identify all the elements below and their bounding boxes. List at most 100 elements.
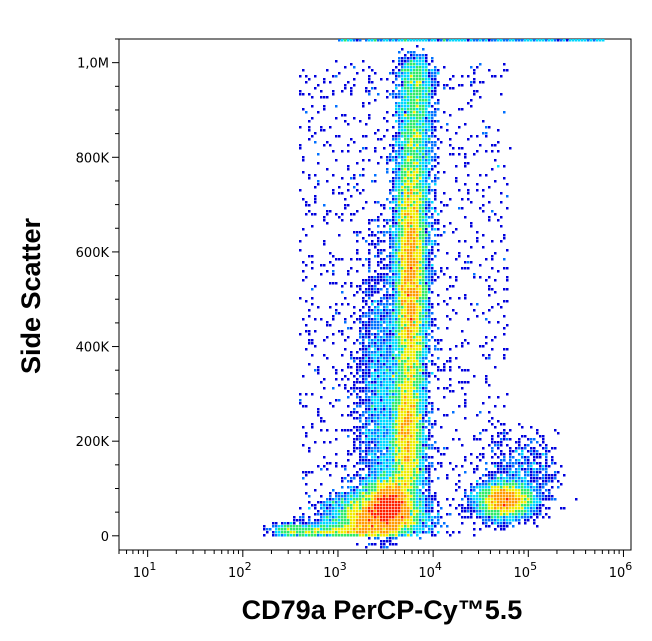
- density-dot: [389, 264, 392, 267]
- density-dot: [353, 513, 356, 516]
- density-dot: [404, 252, 407, 255]
- density-dot: [533, 480, 536, 483]
- density-dot: [425, 234, 428, 237]
- density-dot: [383, 519, 386, 522]
- density-dot: [401, 462, 404, 465]
- density-dot: [317, 111, 320, 114]
- density-dot: [446, 204, 449, 207]
- density-dot: [428, 123, 431, 126]
- density-dot: [464, 405, 467, 408]
- density-dot: [338, 504, 341, 507]
- density-dot: [425, 390, 428, 393]
- density-dot: [362, 510, 365, 513]
- density-dot: [422, 402, 425, 405]
- density-dot: [530, 516, 533, 519]
- density-dot: [563, 39, 566, 42]
- density-dot: [395, 216, 398, 219]
- density-dot: [401, 216, 404, 219]
- density-dot: [482, 489, 485, 492]
- density-dot: [401, 225, 404, 228]
- density-dot: [368, 381, 371, 384]
- density-dot: [389, 411, 392, 414]
- density-dot: [428, 93, 431, 96]
- density-dot: [350, 414, 353, 417]
- density-dot: [419, 237, 422, 240]
- density-dot: [527, 486, 530, 489]
- density-dot: [398, 117, 401, 120]
- density-dot: [386, 459, 389, 462]
- density-dot: [527, 462, 530, 465]
- density-dot: [377, 411, 380, 414]
- density-dot: [410, 525, 413, 528]
- density-dot: [566, 39, 569, 42]
- density-dot: [500, 477, 503, 480]
- density-dot: [521, 462, 524, 465]
- density-dot: [359, 429, 362, 432]
- density-dot: [395, 474, 398, 477]
- density-dot: [434, 108, 437, 111]
- density-dot: [368, 417, 371, 420]
- density-dot: [506, 183, 509, 186]
- density-dot: [428, 273, 431, 276]
- density-dot: [500, 468, 503, 471]
- density-dot: [410, 477, 413, 480]
- density-dot: [383, 258, 386, 261]
- density-dot: [353, 174, 356, 177]
- density-dot: [413, 300, 416, 303]
- density-dot: [380, 276, 383, 279]
- density-dot: [419, 519, 422, 522]
- density-dot: [401, 504, 404, 507]
- density-dot: [389, 489, 392, 492]
- density-dot: [401, 231, 404, 234]
- density-dot: [401, 264, 404, 267]
- density-dot: [368, 261, 371, 264]
- density-dot: [503, 438, 506, 441]
- density-dot: [419, 138, 422, 141]
- density-dot: [362, 375, 365, 378]
- density-dot: [446, 513, 449, 516]
- density-dot: [425, 177, 428, 180]
- density-dot: [368, 459, 371, 462]
- density-dot: [422, 81, 425, 84]
- density-dot: [419, 405, 422, 408]
- density-dot: [359, 360, 362, 363]
- density-dot: [302, 534, 305, 537]
- density-dot: [368, 429, 371, 432]
- density-dot: [386, 507, 389, 510]
- density-dot: [395, 252, 398, 255]
- density-dot: [416, 498, 419, 501]
- density-dot: [419, 63, 422, 66]
- density-dot: [488, 216, 491, 219]
- density-dot: [476, 414, 479, 417]
- density-dot: [350, 285, 353, 288]
- density-dot: [410, 405, 413, 408]
- density-dot: [470, 39, 473, 42]
- density-dot: [401, 405, 404, 408]
- density-dot: [422, 276, 425, 279]
- density-dot: [335, 495, 338, 498]
- density-dot: [491, 267, 494, 270]
- density-dot: [479, 528, 482, 531]
- density-dot: [488, 357, 491, 360]
- density-dot: [410, 228, 413, 231]
- density-dot: [410, 324, 413, 327]
- density-dot: [398, 147, 401, 150]
- density-dot: [443, 396, 446, 399]
- density-dot: [392, 447, 395, 450]
- density-dot: [374, 423, 377, 426]
- density-dot: [533, 510, 536, 513]
- density-dot: [428, 516, 431, 519]
- density-dot: [338, 498, 341, 501]
- density-dot: [548, 465, 551, 468]
- density-dot: [431, 228, 434, 231]
- density-dot: [422, 411, 425, 414]
- density-dot: [416, 333, 419, 336]
- density-dot: [449, 378, 452, 381]
- density-dot: [317, 501, 320, 504]
- density-dot: [332, 315, 335, 318]
- density-dot: [356, 234, 359, 237]
- density-dot: [557, 480, 560, 483]
- density-dot: [401, 423, 404, 426]
- density-dot: [380, 309, 383, 312]
- density-dot: [503, 522, 506, 525]
